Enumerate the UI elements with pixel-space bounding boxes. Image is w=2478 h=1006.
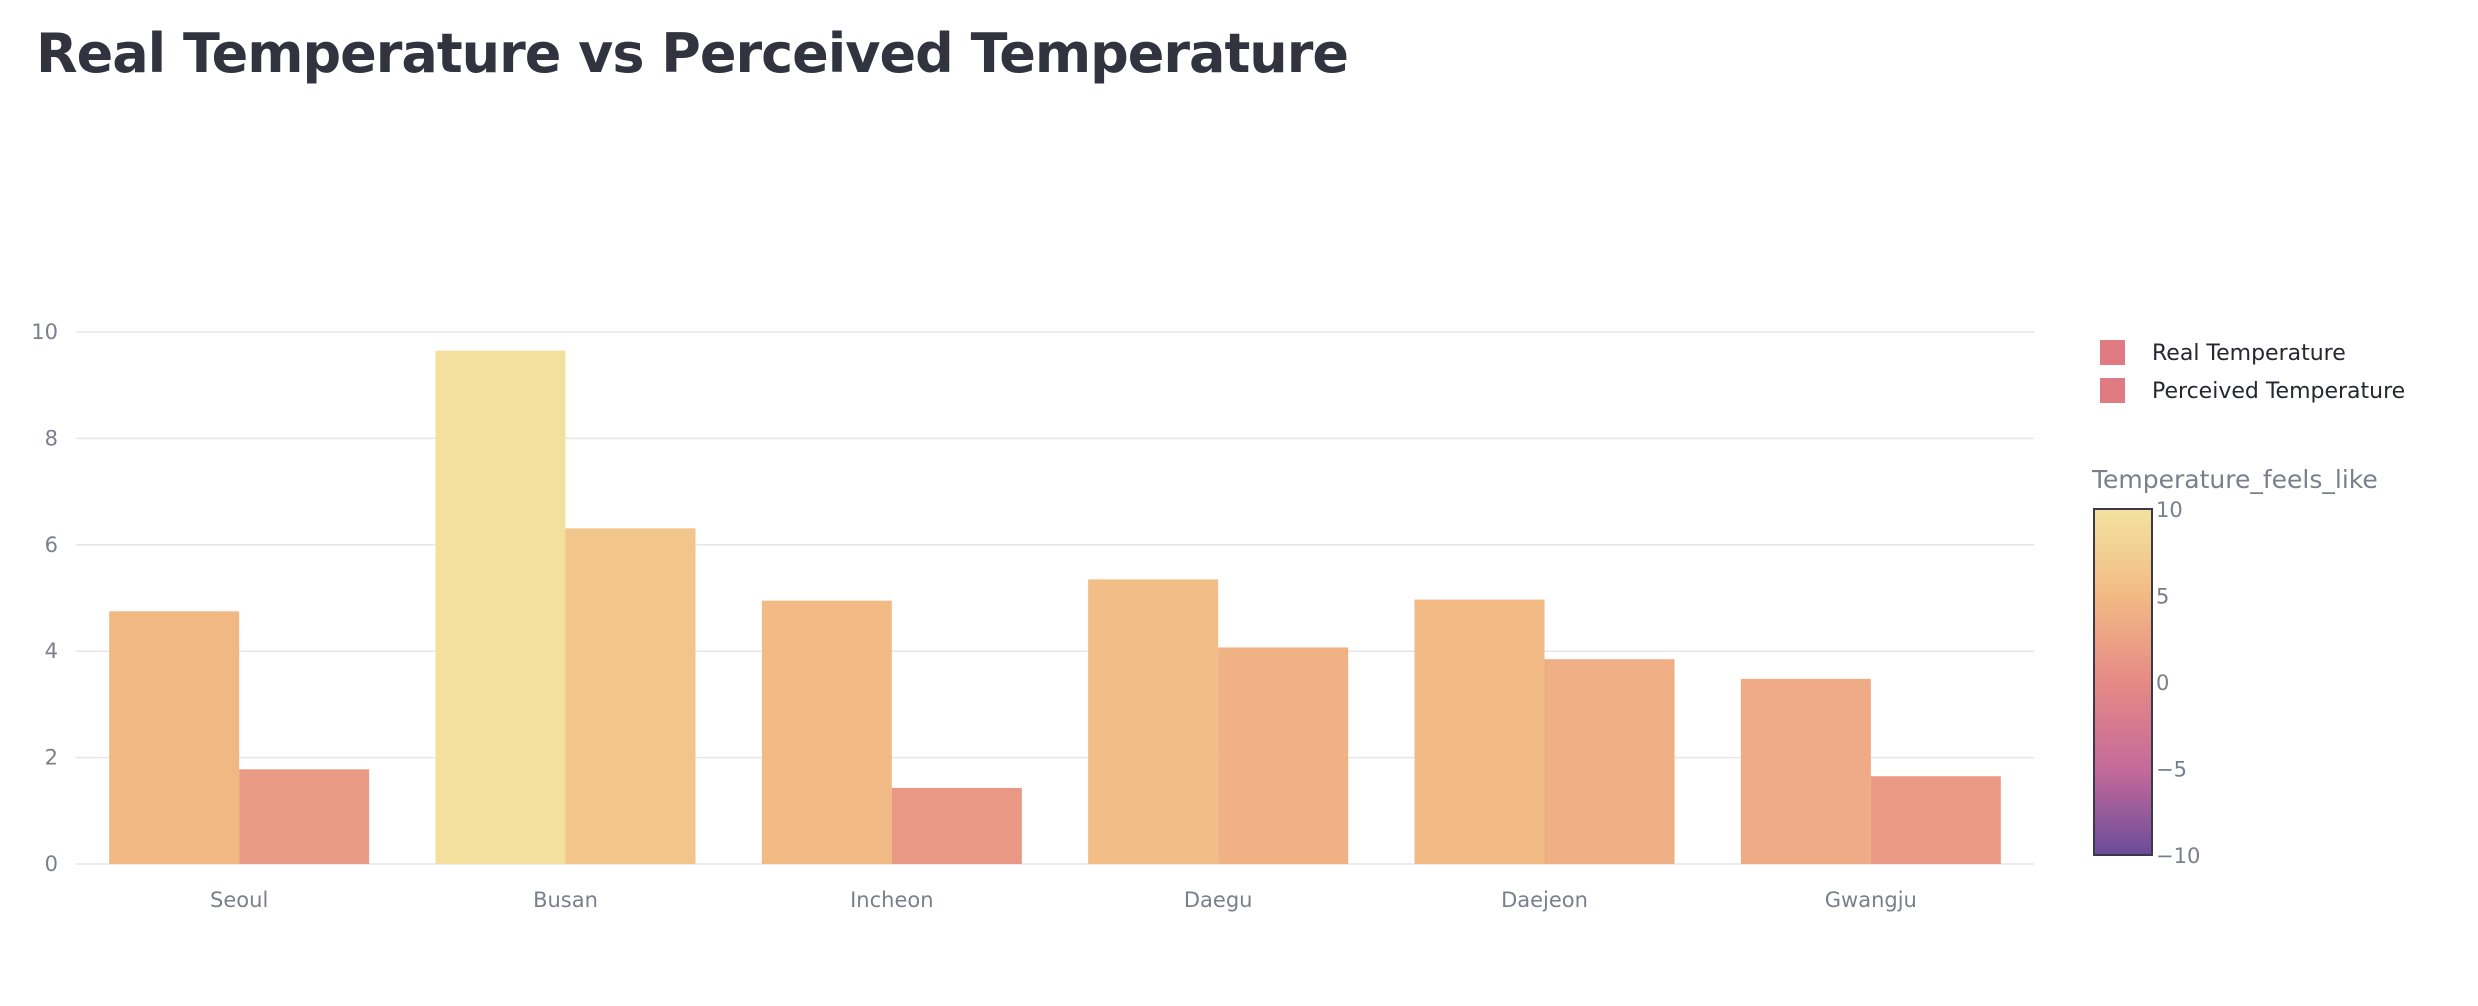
- colorbar-tick-label: −10: [2156, 844, 2200, 868]
- bar-real[interactable]: Real Temperature: 4.95: [761, 600, 892, 864]
- colorbar-tick-label: 10: [2156, 498, 2183, 522]
- y-tick-label: 10: [31, 320, 58, 344]
- page-title: Real Temperature vs Perceived Temperatur…: [36, 22, 1349, 85]
- x-tick-label: Busan: [533, 888, 598, 912]
- legend-label[interactable]: Real Temperature: [2152, 341, 2346, 366]
- x-tick-label: Incheon: [850, 888, 933, 912]
- bar-real[interactable]: Real Temperature: 4.97: [1414, 599, 1545, 864]
- gridlines: [76, 331, 2034, 865]
- x-tick-label: Seoul: [210, 888, 268, 912]
- colorbar-title: Temperature_feels_like: [2091, 465, 2378, 494]
- y-tick-label: 8: [45, 426, 58, 450]
- bars: Real Temperature: 4.75Perceived Temperat…: [109, 350, 2001, 864]
- y-tick-label: 6: [45, 533, 58, 557]
- bar-real[interactable]: Real Temperature: 4.75: [109, 611, 240, 864]
- bar-real[interactable]: Real Temperature: 9.65: [435, 350, 566, 864]
- legend-label[interactable]: Perceived Temperature: [2152, 379, 2405, 404]
- y-axis-ticks: 0 2 4 6 8 10: [31, 320, 58, 876]
- colorbar-scale: [2093, 508, 2153, 856]
- colorbar-tick-label: −5: [2156, 758, 2187, 782]
- bar-perceived[interactable]: Perceived Temperature: 1.78: [239, 769, 370, 864]
- bar-perceived[interactable]: Perceived Temperature: 4.07: [1218, 647, 1349, 864]
- x-tick-label: Gwangju: [1825, 888, 1917, 912]
- y-tick-label: 2: [45, 746, 58, 770]
- y-tick-label: 0: [45, 852, 58, 876]
- bar-real[interactable]: Real Temperature: 3.48: [1740, 678, 1871, 864]
- colorbar-tick-label: 0: [2156, 671, 2169, 695]
- colorbar: Temperature_feels_like 10 5 0 −5 −10: [2091, 465, 2378, 868]
- legend-swatch[interactable]: [2100, 378, 2125, 403]
- x-tick-label: Daegu: [1184, 888, 1253, 912]
- colorbar-tick-label: 5: [2156, 585, 2169, 609]
- x-axis-ticks: Seoul Busan Incheon Daegu Daejeon Gwangju: [210, 888, 1917, 912]
- legend: Real Temperature Perceived Temperature: [2100, 340, 2405, 404]
- y-tick-label: 4: [45, 639, 58, 663]
- bar-perceived[interactable]: Perceived Temperature: 1.43: [891, 787, 1022, 864]
- bar-real[interactable]: Real Temperature: 5.35: [1088, 579, 1219, 864]
- bar-perceived[interactable]: Perceived Temperature: 1.65: [1870, 776, 2001, 864]
- legend-swatch[interactable]: [2100, 340, 2125, 365]
- x-tick-label: Daejeon: [1501, 888, 1588, 912]
- bar-perceived[interactable]: Perceived Temperature: 3.85: [1544, 659, 1675, 864]
- bar-perceived[interactable]: Perceived Temperature: 6.31: [565, 528, 696, 864]
